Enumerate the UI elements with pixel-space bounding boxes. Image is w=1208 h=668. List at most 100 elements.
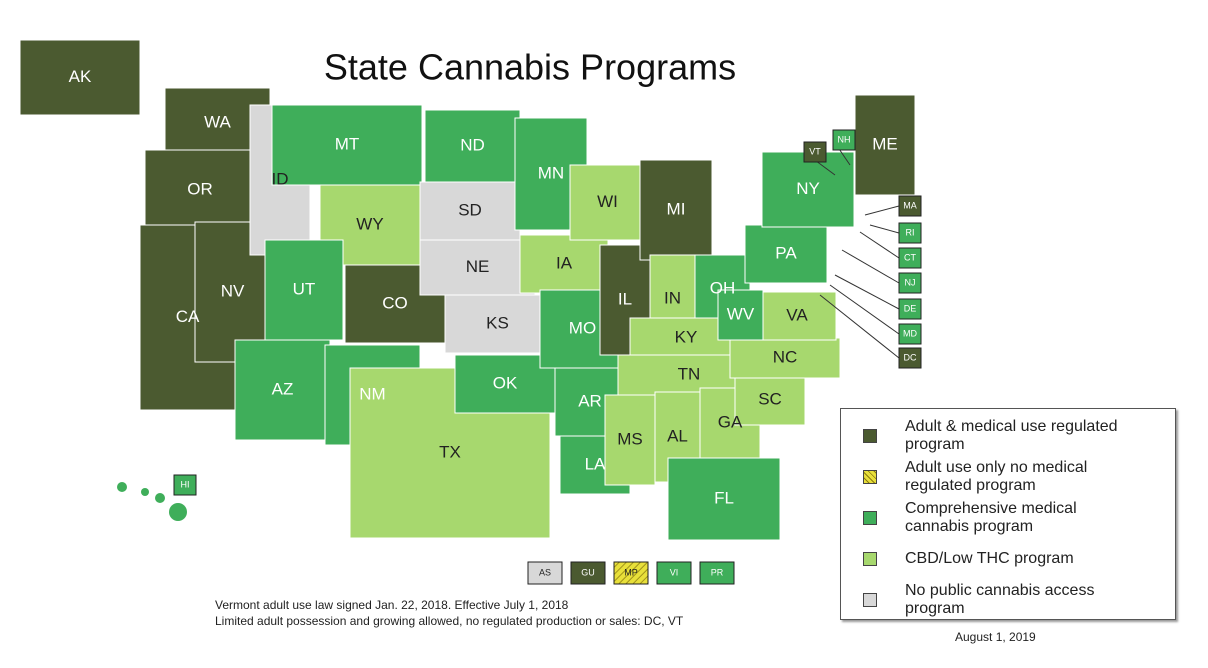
state <box>271 104 423 186</box>
state-label: NC <box>773 347 798 366</box>
legend-swatch <box>863 592 877 607</box>
territory-box <box>699 561 735 585</box>
state <box>424 109 521 183</box>
state-box <box>898 195 922 217</box>
state-label: IN <box>664 288 681 307</box>
state <box>264 239 344 341</box>
state-label: CT <box>904 252 916 262</box>
state-label: OR <box>187 179 213 198</box>
state-label: GA <box>718 412 743 431</box>
state <box>519 234 609 294</box>
state-label: FL <box>714 488 734 507</box>
state <box>667 457 781 541</box>
state-label: AZ <box>272 379 294 398</box>
state-box <box>898 347 922 369</box>
state-label: VT <box>809 146 821 156</box>
leader-line <box>829 284 900 335</box>
territory-label: PR <box>711 567 724 577</box>
state <box>604 394 656 486</box>
state <box>639 159 713 261</box>
state <box>569 164 646 241</box>
island <box>117 482 127 492</box>
footnote: Vermont adult use law signed Jan. 22, 20… <box>215 598 569 612</box>
state-box <box>832 129 856 151</box>
map-title: State Cannabis Programs <box>324 47 736 88</box>
state-label: NJ <box>905 277 916 287</box>
state-label: AL <box>667 426 688 445</box>
state <box>444 294 551 354</box>
state <box>419 239 536 296</box>
legend-label: CBD/Low THC program <box>905 549 1074 567</box>
legend-label: Adult use only no medical regulated prog… <box>905 458 1088 494</box>
leader-line <box>869 224 900 234</box>
state-label: MO <box>569 318 596 337</box>
state-label: MI <box>667 199 686 218</box>
state <box>454 354 556 414</box>
state <box>144 149 256 231</box>
legend-label: Adult & medical use regulated program <box>905 417 1118 453</box>
state-label: ND <box>460 135 485 154</box>
territory-box <box>656 561 692 585</box>
state-label: MS <box>617 429 643 448</box>
footnote: Limited adult possession and growing all… <box>215 614 684 628</box>
legend-swatch <box>863 469 877 484</box>
state-label: IA <box>556 253 573 272</box>
state-label: WI <box>597 192 618 211</box>
state-label: OK <box>493 373 518 392</box>
state-label: WV <box>727 304 755 323</box>
state-box <box>803 141 827 163</box>
state-box <box>173 474 197 496</box>
state <box>854 94 916 196</box>
legend: Adult & medical use regulated program Adu… <box>840 408 1176 620</box>
legend-swatch <box>863 510 877 525</box>
legend-swatch <box>863 428 877 443</box>
state-label: HI <box>181 479 190 489</box>
island <box>141 488 149 496</box>
state-label: UT <box>293 279 316 298</box>
state <box>734 374 806 426</box>
state <box>234 339 331 441</box>
state-box <box>898 247 922 269</box>
territory-label: VI <box>670 567 679 577</box>
state-label: TX <box>439 442 461 461</box>
legend-item: CBD/Low THC program <box>863 538 1165 579</box>
legend-item: No public cannabis access program <box>863 579 1165 620</box>
state-label: NY <box>796 179 820 198</box>
state <box>757 291 837 341</box>
state-label: CO <box>382 293 408 312</box>
state-label: OH <box>710 278 736 297</box>
territory-box <box>527 561 563 585</box>
leader-line <box>819 294 900 359</box>
state-label: CA <box>176 307 200 326</box>
state-label: PA <box>775 243 797 262</box>
territory-label: AS <box>539 567 551 577</box>
legend-label: No public cannabis access program <box>905 581 1095 617</box>
state <box>744 224 828 284</box>
state <box>419 181 521 241</box>
island <box>169 503 187 521</box>
state-label: SC <box>758 389 782 408</box>
territory-label: MP <box>624 567 638 577</box>
state-label: VA <box>786 305 808 324</box>
leader-line <box>864 205 900 216</box>
state-label: LA <box>585 454 606 473</box>
state-label: AK <box>69 67 92 86</box>
state-label: ME <box>872 134 898 153</box>
state-label: WY <box>356 214 383 233</box>
state-label: ID <box>272 169 289 188</box>
territory-box <box>613 561 649 585</box>
state-label: KS <box>486 313 509 332</box>
state-label: NM <box>359 384 385 403</box>
state-label: NV <box>221 281 245 300</box>
state-label: DC <box>904 352 917 362</box>
legend-item: Comprehensive medical cannabis program <box>863 497 1165 538</box>
date: August 1, 2019 <box>955 630 1036 644</box>
state <box>19 39 141 116</box>
state-box <box>898 222 922 244</box>
state <box>319 184 421 266</box>
state-box <box>898 272 922 294</box>
state-box <box>898 298 922 320</box>
legend-item: Adult use only no medical regulated prog… <box>863 456 1165 497</box>
leader-line <box>834 274 900 310</box>
